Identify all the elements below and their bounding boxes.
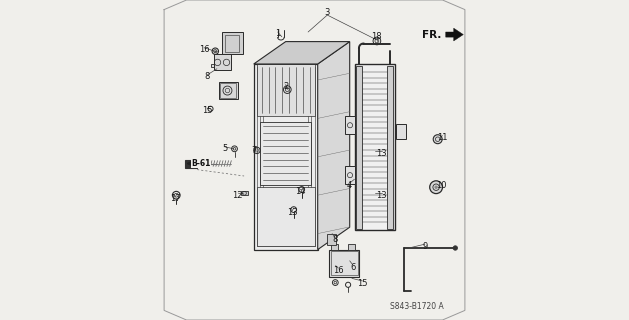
Bar	[329, 250, 359, 277]
Text: 6: 6	[350, 263, 355, 272]
Text: 1: 1	[275, 29, 281, 38]
Text: 4: 4	[347, 181, 352, 190]
Text: 13: 13	[376, 149, 387, 158]
Polygon shape	[253, 42, 350, 64]
Bar	[253, 64, 318, 250]
Circle shape	[433, 135, 442, 144]
Bar	[257, 64, 314, 116]
Bar	[356, 66, 362, 229]
Text: B-61: B-61	[191, 159, 211, 168]
Text: 2: 2	[283, 82, 288, 91]
Bar	[185, 160, 197, 168]
Bar	[225, 35, 239, 52]
Circle shape	[435, 186, 437, 188]
Text: 12: 12	[233, 191, 243, 200]
Bar	[264, 74, 308, 240]
Bar	[220, 83, 236, 98]
Bar	[396, 124, 406, 139]
Text: 18: 18	[372, 32, 382, 41]
Polygon shape	[318, 42, 350, 250]
Text: S843-B1720 A: S843-B1720 A	[390, 302, 444, 311]
Bar	[221, 32, 243, 54]
Text: 13: 13	[287, 208, 298, 217]
Circle shape	[453, 246, 457, 250]
Text: FR.: FR.	[421, 30, 441, 40]
Bar	[214, 54, 231, 70]
Text: 8: 8	[333, 236, 338, 244]
Text: 11: 11	[437, 133, 448, 142]
Text: 16: 16	[199, 45, 209, 54]
Text: 17: 17	[170, 194, 181, 203]
Bar	[260, 122, 311, 185]
Bar	[257, 67, 314, 246]
Text: 15: 15	[202, 106, 213, 115]
Bar	[348, 244, 355, 250]
Bar	[345, 166, 355, 184]
Text: 7: 7	[251, 146, 257, 155]
Text: 9: 9	[422, 242, 428, 251]
Text: 16: 16	[333, 266, 344, 275]
Bar	[327, 234, 337, 245]
Text: 8: 8	[204, 72, 210, 81]
Bar	[257, 187, 314, 246]
Polygon shape	[446, 28, 464, 41]
Bar	[241, 191, 248, 195]
Text: 13: 13	[376, 191, 387, 200]
Bar	[218, 82, 238, 99]
Bar	[355, 64, 394, 230]
Bar	[330, 251, 358, 275]
Circle shape	[430, 181, 442, 194]
Text: 3: 3	[325, 8, 330, 17]
Text: 5: 5	[222, 144, 228, 153]
Bar	[387, 66, 393, 229]
Text: 15: 15	[357, 279, 368, 288]
Bar	[260, 70, 311, 243]
Text: 10: 10	[436, 181, 446, 190]
Text: 14: 14	[295, 188, 305, 196]
Polygon shape	[211, 51, 230, 67]
Bar	[331, 244, 338, 250]
Bar	[345, 116, 355, 134]
